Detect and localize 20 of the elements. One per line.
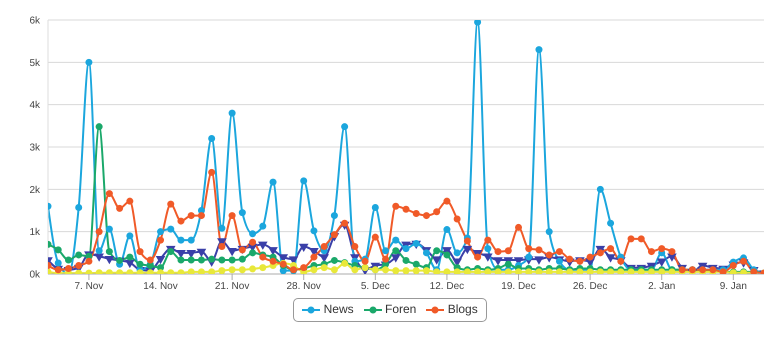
y-tick-label: 3k [29,142,41,154]
y-tick-label: 1k [29,227,41,238]
x-tick-label: 12. Dec [430,281,464,292]
x-tick-label: 21. Nov [214,281,250,292]
legend-label: Blogs [446,302,478,318]
x-tick-label: 14. Nov [143,281,178,292]
x-tick-label: 2. Jan [648,281,676,292]
x-tick-label: 26. Dec [572,281,608,292]
x-tick-label: 19. Dec [501,281,536,292]
legend-label: News [322,302,354,318]
legend-label: Foren [384,302,416,318]
y-tick-label: 4k [29,100,41,112]
y-tick-label: 5k [29,58,41,69]
x-tick-label: 5. Dec [360,281,390,292]
x-tick-label: 9. Jan [720,281,747,292]
x-tick-label: 28. Nov [286,281,321,292]
x-tick-label: 7. Nov [74,281,104,292]
y-tick-label: 6k [29,16,41,27]
y-tick-label: 2k [29,184,41,196]
y-tick-label: 0k [29,270,41,281]
